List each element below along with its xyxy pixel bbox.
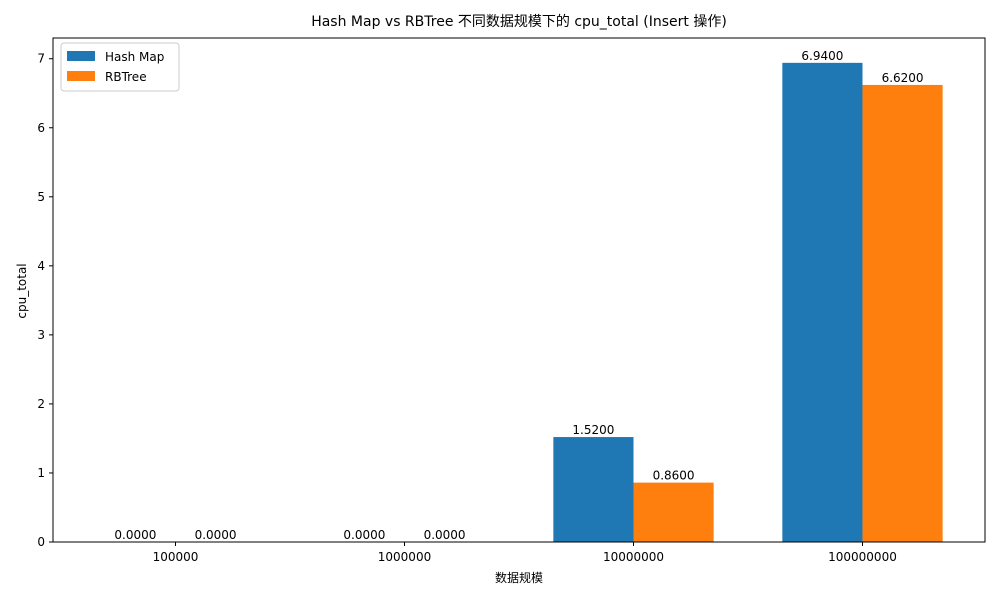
y-tick-label: 2 <box>37 397 45 411</box>
y-tick-label: 7 <box>37 52 45 66</box>
bar <box>782 62 863 542</box>
x-tick-label: 100000 <box>153 550 199 564</box>
y-tick-label: 0 <box>37 535 45 549</box>
x-tick-label: 100000000 <box>828 550 897 564</box>
x-tick-label: 10000000 <box>603 550 664 564</box>
bar <box>633 482 714 542</box>
data-label: 0.0000 <box>114 528 156 542</box>
legend: Hash Map RBTree <box>60 42 180 92</box>
data-label: 6.6200 <box>882 71 924 85</box>
data-label: 6.9400 <box>801 49 843 63</box>
y-axis-label: cpu_total <box>15 263 29 318</box>
x-tick-label: 1000000 <box>378 550 431 564</box>
legend-label: Hash Map <box>105 50 164 64</box>
plot-area: 0 1 2 3 4 5 6 7 100000 1000000 10000000 100000000 0.… <box>37 49 943 564</box>
bar <box>862 84 943 543</box>
data-label: 0.0000 <box>424 528 466 542</box>
legend-swatch <box>67 71 95 81</box>
y-tick-label: 3 <box>37 328 45 342</box>
y-tick-label: 6 <box>37 121 45 135</box>
data-label: 0.0000 <box>195 528 237 542</box>
y-tick-label: 5 <box>37 190 45 204</box>
data-label: 0.0000 <box>343 528 385 542</box>
y-tick-label: 1 <box>37 466 45 480</box>
chart-title: Hash Map vs RBTree 不同数据规模下的 cpu_total (I… <box>311 14 727 30</box>
bar <box>553 437 634 542</box>
data-label: 1.5200 <box>572 423 614 437</box>
y-tick-label: 4 <box>37 259 45 273</box>
legend-label: RBTree <box>105 70 147 84</box>
plot-frame <box>52 37 986 543</box>
legend-swatch <box>67 51 95 61</box>
x-axis-label: 数据规模 <box>495 570 543 585</box>
data-label: 0.8600 <box>653 469 695 483</box>
